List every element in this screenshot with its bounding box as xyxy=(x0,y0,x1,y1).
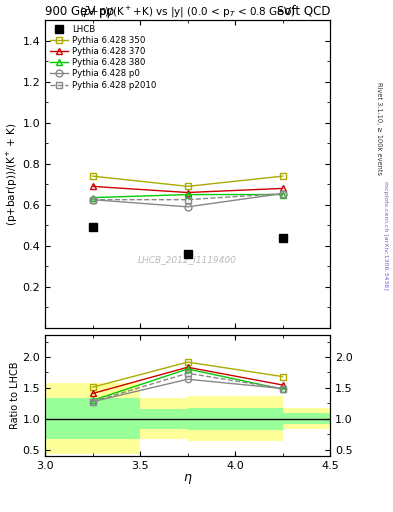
Text: 900 GeV pp: 900 GeV pp xyxy=(45,5,114,18)
Text: LHCB_2012_I1119400: LHCB_2012_I1119400 xyxy=(138,255,237,265)
Line: Pythia 6.428 380: Pythia 6.428 380 xyxy=(89,191,286,201)
Title: ($\bar{p}$+p)/(K$^+$+K) vs |y| (0.0 < p$_{T}$ < 0.8 GeV): ($\bar{p}$+p)/(K$^+$+K) vs |y| (0.0 < p$… xyxy=(79,6,296,20)
Pythia 6.428 350 xyxy=(90,173,95,179)
Pythia 6.428 p2010 xyxy=(90,197,95,203)
Text: Soft QCD: Soft QCD xyxy=(277,5,330,18)
Line: LHCB: LHCB xyxy=(88,223,287,258)
Pythia 6.428 370 xyxy=(185,189,190,196)
Line: Pythia 6.428 350: Pythia 6.428 350 xyxy=(89,173,286,190)
Pythia 6.428 p0 xyxy=(90,197,95,203)
Pythia 6.428 380 xyxy=(90,195,95,201)
LHCB xyxy=(90,224,95,230)
Line: Pythia 6.428 p2010: Pythia 6.428 p2010 xyxy=(89,190,286,203)
Pythia 6.428 p0 xyxy=(280,190,285,197)
Pythia 6.428 380 xyxy=(280,191,285,198)
Legend: LHCB, Pythia 6.428 350, Pythia 6.428 370, Pythia 6.428 380, Pythia 6.428 p0, Pyt: LHCB, Pythia 6.428 350, Pythia 6.428 370… xyxy=(48,23,158,91)
Pythia 6.428 350 xyxy=(185,183,190,189)
Pythia 6.428 380 xyxy=(185,191,190,198)
Text: mcplots.cern.ch [arXiv:1306.3436]: mcplots.cern.ch [arXiv:1306.3436] xyxy=(383,181,387,290)
Y-axis label: Ratio to LHCB: Ratio to LHCB xyxy=(10,362,20,429)
LHCB xyxy=(280,234,285,241)
Pythia 6.428 370 xyxy=(90,183,95,189)
Pythia 6.428 350 xyxy=(280,173,285,179)
Pythia 6.428 p2010 xyxy=(185,197,190,203)
Y-axis label: (p+bar(p))/(K$^{+}$ + K): (p+bar(p))/(K$^{+}$ + K) xyxy=(5,122,20,226)
Pythia 6.428 p2010 xyxy=(280,190,285,197)
Text: Rivet 3.1.10, ≥ 100k events: Rivet 3.1.10, ≥ 100k events xyxy=(376,81,382,175)
X-axis label: $\eta$: $\eta$ xyxy=(183,472,193,486)
Line: Pythia 6.428 370: Pythia 6.428 370 xyxy=(89,183,286,196)
Pythia 6.428 370 xyxy=(280,185,285,191)
Line: Pythia 6.428 p0: Pythia 6.428 p0 xyxy=(89,190,286,210)
Pythia 6.428 p0 xyxy=(185,204,190,210)
LHCB xyxy=(185,251,190,257)
